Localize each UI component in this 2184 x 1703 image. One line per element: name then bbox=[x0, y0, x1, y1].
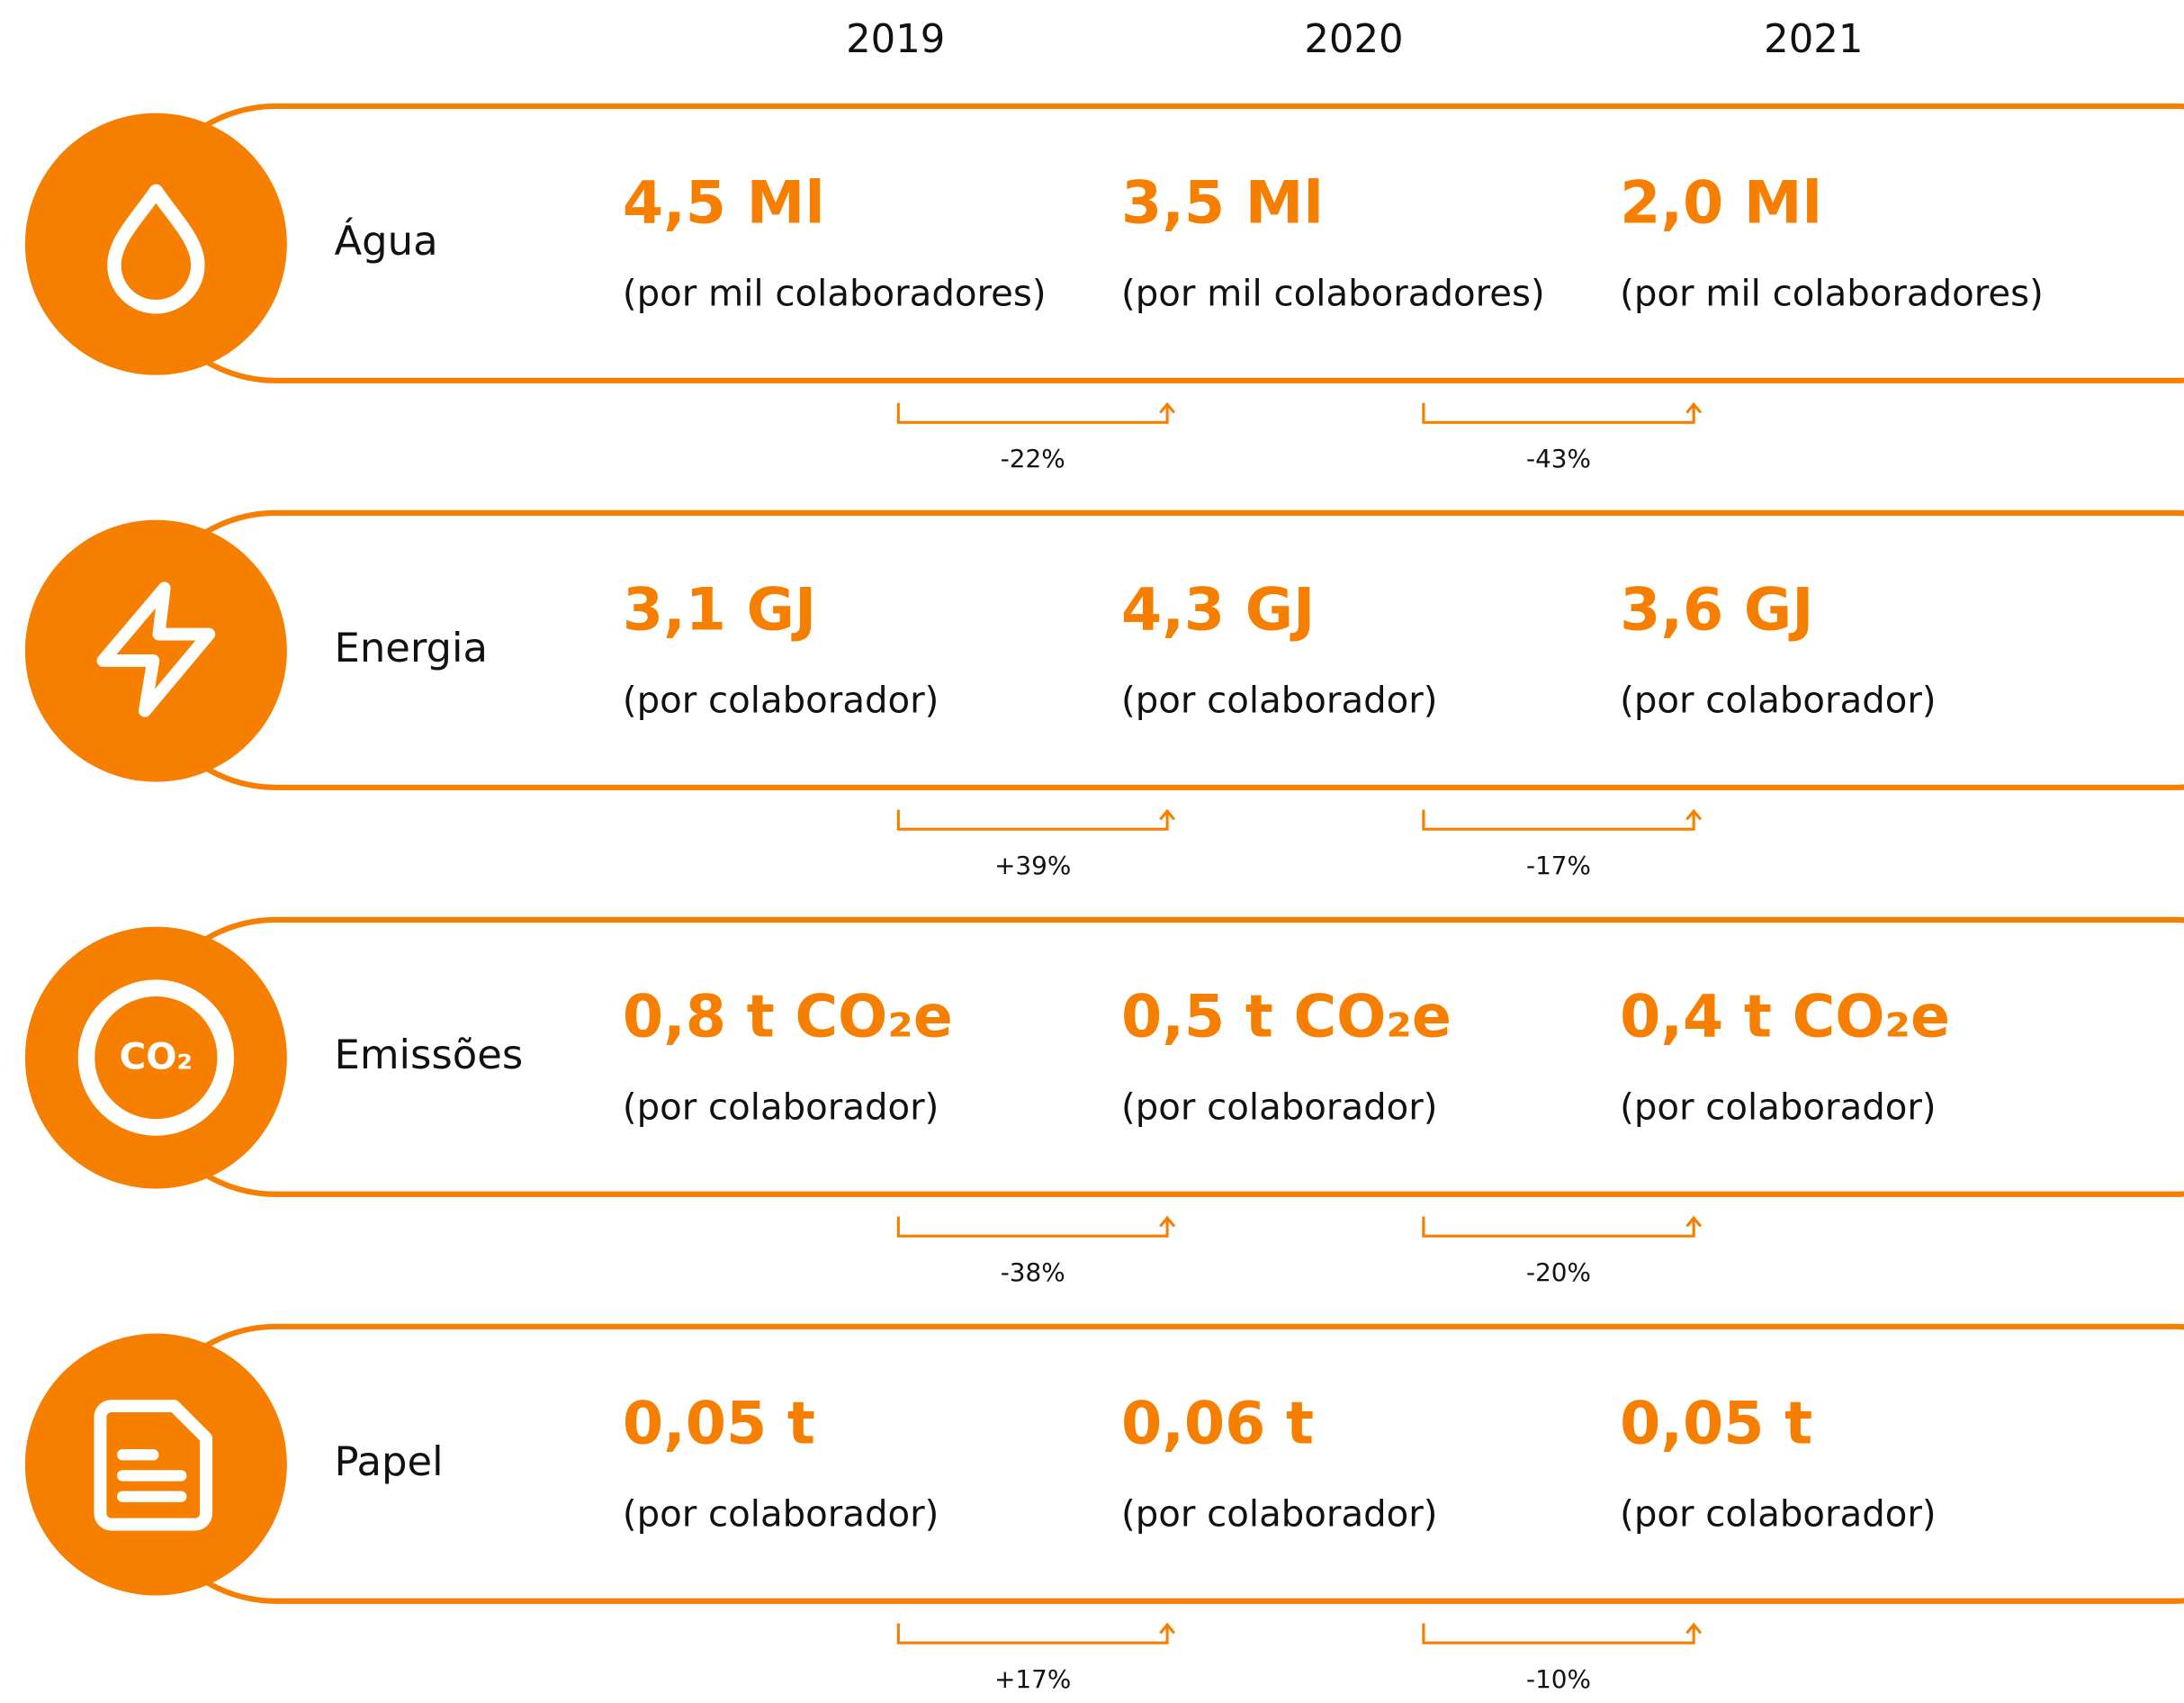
energy-icon bbox=[96, 581, 216, 717]
year-header: 2019 bbox=[846, 17, 945, 62]
row-label: Água bbox=[334, 217, 437, 265]
icon-circle bbox=[24, 519, 287, 782]
metric-value: 0,4 t CO₂e bbox=[1620, 983, 1950, 1050]
co2-ring bbox=[77, 979, 235, 1136]
change-arrow bbox=[1422, 401, 1703, 424]
change-label: +39% bbox=[994, 851, 1071, 880]
metric-note: (por colaborador) bbox=[1620, 1086, 1937, 1128]
change-arrow bbox=[1422, 1215, 1703, 1238]
metric-note: (por mil colaboradores) bbox=[623, 273, 1047, 314]
icon-circle bbox=[24, 926, 287, 1189]
row-pill bbox=[136, 1323, 2184, 1604]
change-arrow bbox=[1422, 1622, 1703, 1644]
change-label: +17% bbox=[994, 1664, 1071, 1694]
metric-row: Energia 3,1 GJ (por colaborador) 4,3 GJ (por… bbox=[24, 509, 2184, 880]
metric-value: 2,0 Ml bbox=[1620, 169, 1822, 237]
paper-icon bbox=[94, 1400, 213, 1531]
change-label: -38% bbox=[1001, 1257, 1065, 1287]
change-label: -20% bbox=[1526, 1257, 1591, 1287]
metric-value: 0,06 t bbox=[1121, 1390, 1314, 1457]
change-label: -43% bbox=[1526, 444, 1591, 473]
metric-value: 0,5 t CO₂e bbox=[1121, 983, 1452, 1050]
metric-value: 3,1 GJ bbox=[623, 576, 816, 644]
metric-value: 4,5 Ml bbox=[623, 169, 825, 237]
change-arrow bbox=[896, 1215, 1176, 1238]
change-arrow bbox=[896, 401, 1176, 424]
metric-note: (por colaborador) bbox=[1121, 1493, 1438, 1535]
metric-note: (por colaborador) bbox=[623, 680, 939, 721]
change-label: -22% bbox=[1001, 444, 1065, 473]
change-label: -10% bbox=[1526, 1664, 1591, 1694]
metric-row: CO₂ Emissões 0,8 t CO₂e (por colaborador) 0,… bbox=[24, 916, 2184, 1287]
metric-value: 4,3 GJ bbox=[1121, 576, 1315, 644]
row-label: Papel bbox=[334, 1437, 443, 1485]
metric-value: 3,5 Ml bbox=[1121, 169, 1324, 237]
metric-note: (por mil colaboradores) bbox=[1620, 273, 2044, 314]
row-label: Emissões bbox=[334, 1031, 523, 1078]
metric-value: 3,6 GJ bbox=[1620, 576, 1813, 644]
metric-note: (por mil colaboradores) bbox=[1121, 273, 1545, 314]
metric-value: 0,05 t bbox=[1620, 1390, 1812, 1457]
metric-row: Papel 0,05 t (por colaborador) 0,06 t (por c… bbox=[24, 1323, 2184, 1694]
metric-value: 0,8 t CO₂e bbox=[623, 983, 953, 1050]
row-pill bbox=[136, 103, 2184, 383]
metric-note: (por colaborador) bbox=[1620, 680, 1937, 721]
metric-note: (por colaborador) bbox=[1121, 1086, 1438, 1128]
water-icon bbox=[107, 184, 205, 314]
icon-circle bbox=[24, 1333, 287, 1596]
year-header: 2021 bbox=[1764, 17, 1863, 62]
change-arrow bbox=[896, 808, 1176, 831]
icon-circle bbox=[24, 113, 287, 375]
co2-icon-text: CO₂ bbox=[120, 1037, 193, 1078]
metric-note: (por colaborador) bbox=[1121, 680, 1438, 721]
row-label: Energia bbox=[334, 624, 488, 671]
metric-value: 0,05 t bbox=[623, 1390, 815, 1457]
metric-row: Água 4,5 Ml (por mil colaboradores) 3,5 Ml (… bbox=[24, 103, 2184, 473]
change-arrow bbox=[896, 1622, 1176, 1644]
year-header: 2020 bbox=[1304, 17, 1403, 62]
change-arrow bbox=[1422, 808, 1703, 831]
metric-note: (por colaborador) bbox=[623, 1086, 939, 1128]
metric-note: (por colaborador) bbox=[1620, 1493, 1937, 1535]
metric-note: (por colaborador) bbox=[623, 1493, 939, 1535]
change-label: -17% bbox=[1526, 851, 1591, 880]
